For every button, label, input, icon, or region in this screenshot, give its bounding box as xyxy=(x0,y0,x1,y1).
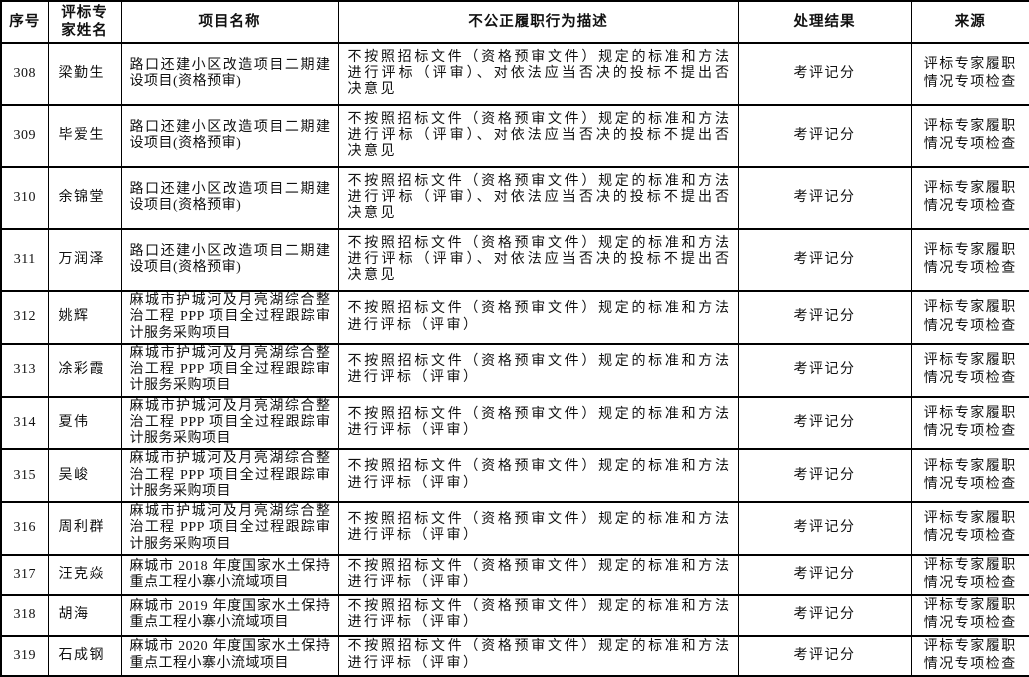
cell-source: 评标专家履职情况专项检查 xyxy=(910,104,1029,169)
cell-source: 评标专家履职情况专项检查 xyxy=(910,448,1029,504)
cell-project-name: 麻城市护城河及月亮湖综合整治工程 PPP 项目全过程跟踪审计服务采购项目 xyxy=(120,342,339,398)
cell-serial-number: 309 xyxy=(0,104,49,169)
cell-expert-name: 凃彩霞 xyxy=(47,342,122,398)
cell-source: 评标专家履职情况专项检查 xyxy=(910,395,1029,451)
header-behavior-description: 不公正履职行为描述 xyxy=(337,0,739,45)
table-row: 308 梁勤生 路口还建小区改造项目二期建设项目(资格预审) 不按照招标文件（资… xyxy=(0,42,1029,107)
cell-handling-result: 考评记分 xyxy=(737,501,912,556)
table-row: 316 周利群 麻城市护城河及月亮湖综合整治工程 PPP 项目全过程跟踪审计服务… xyxy=(0,501,1029,556)
table-row: 311 万润泽 路口还建小区改造项目二期建设项目(资格预审) 不按照招标文件（资… xyxy=(0,228,1029,293)
cell-handling-result: 考评记分 xyxy=(737,395,912,451)
cell-source: 评标专家履职情况专项检查 xyxy=(910,290,1029,345)
table-row: 314 夏伟 麻城市护城河及月亮湖综合整治工程 PPP 项目全过程跟踪审计服务采… xyxy=(0,395,1029,451)
cell-behavior-description: 不按照招标文件（资格预审文件）规定的标准和方法进行评标（评审） xyxy=(337,553,739,597)
cell-serial-number: 310 xyxy=(0,166,49,231)
cell-handling-result: 考评记分 xyxy=(737,42,912,107)
cell-project-name: 麻城市护城河及月亮湖综合整治工程 PPP 项目全过程跟踪审计服务采购项目 xyxy=(120,448,339,504)
cell-serial-number: 318 xyxy=(0,594,49,637)
cell-behavior-description: 不按照招标文件（资格预审文件）规定的标准和方法进行评标（评审）、对依法应当否决的… xyxy=(337,228,739,293)
cell-serial-number: 308 xyxy=(0,42,49,107)
cell-source: 评标专家履职情况专项检查 xyxy=(910,553,1029,597)
cell-behavior-description: 不按照招标文件（资格预审文件）规定的标准和方法进行评标（评审） xyxy=(337,395,739,451)
cell-expert-name: 胡海 xyxy=(47,594,122,637)
cell-source: 评标专家履职情况专项检查 xyxy=(910,166,1029,231)
cell-handling-result: 考评记分 xyxy=(737,342,912,398)
cell-handling-result: 考评记分 xyxy=(737,594,912,637)
cell-handling-result: 考评记分 xyxy=(737,290,912,345)
header-project-name: 项目名称 xyxy=(120,0,339,45)
cell-behavior-description: 不按照招标文件（资格预审文件）规定的标准和方法进行评标（评审） xyxy=(337,448,739,504)
cell-source: 评标专家履职情况专项检查 xyxy=(910,42,1029,107)
header-expert-name: 评标专家姓名 xyxy=(47,0,122,45)
cell-behavior-description: 不按照招标文件（资格预审文件）规定的标准和方法进行评标（评审） xyxy=(337,501,739,556)
table-row: 309 毕爱生 路口还建小区改造项目二期建设项目(资格预审) 不按照招标文件（资… xyxy=(0,104,1029,169)
table-row: 313 凃彩霞 麻城市护城河及月亮湖综合整治工程 PPP 项目全过程跟踪审计服务… xyxy=(0,342,1029,398)
cell-project-name: 路口还建小区改造项目二期建设项目(资格预审) xyxy=(120,42,339,107)
cell-behavior-description: 不按照招标文件（资格预审文件）规定的标准和方法进行评标（评审）、对依法应当否决的… xyxy=(337,166,739,231)
cell-serial-number: 315 xyxy=(0,448,49,504)
cell-handling-result: 考评记分 xyxy=(737,228,912,293)
cell-handling-result: 考评记分 xyxy=(737,448,912,504)
cell-behavior-description: 不按照招标文件（资格预审文件）规定的标准和方法进行评标（评审）、对依法应当否决的… xyxy=(337,104,739,169)
cell-expert-name: 汪克焱 xyxy=(47,553,122,597)
cell-expert-name: 吴峻 xyxy=(47,448,122,504)
cell-source: 评标专家履职情况专项检查 xyxy=(910,594,1029,637)
cell-serial-number: 314 xyxy=(0,395,49,451)
cell-project-name: 麻城市 2019 年度国家水土保持重点工程小寨小流域项目 xyxy=(120,594,339,637)
cell-behavior-description: 不按照招标文件（资格预审文件）规定的标准和方法进行评标（评审）、对依法应当否决的… xyxy=(337,42,739,107)
cell-project-name: 路口还建小区改造项目二期建设项目(资格预审) xyxy=(120,228,339,293)
cell-project-name: 路口还建小区改造项目二期建设项目(资格预审) xyxy=(120,104,339,169)
header-row: 序号 评标专家姓名 项目名称 不公正履职行为描述 处理结果 来源 xyxy=(0,0,1029,45)
header-source: 来源 xyxy=(910,0,1029,45)
cell-serial-number: 312 xyxy=(0,290,49,345)
cell-project-name: 路口还建小区改造项目二期建设项目(资格预审) xyxy=(120,166,339,231)
cell-project-name: 麻城市护城河及月亮湖综合整治工程 PPP 项目全过程跟踪审计服务采购项目 xyxy=(120,501,339,556)
cell-source: 评标专家履职情况专项检查 xyxy=(910,342,1029,398)
cell-serial-number: 313 xyxy=(0,342,49,398)
cell-expert-name: 余锦堂 xyxy=(47,166,122,231)
cell-serial-number: 316 xyxy=(0,501,49,556)
table-row: 310 余锦堂 路口还建小区改造项目二期建设项目(资格预审) 不按照招标文件（资… xyxy=(0,166,1029,231)
cell-behavior-description: 不按照招标文件（资格预审文件）规定的标准和方法进行评标（评审） xyxy=(337,290,739,345)
header-serial-number: 序号 xyxy=(0,0,49,45)
table-row: 318 胡海 麻城市 2019 年度国家水土保持重点工程小寨小流域项目 不按照招… xyxy=(0,594,1029,637)
header-handling-result: 处理结果 xyxy=(737,0,912,45)
cell-project-name: 麻城市护城河及月亮湖综合整治工程 PPP 项目全过程跟踪审计服务采购项目 xyxy=(120,395,339,451)
cell-expert-name: 姚辉 xyxy=(47,290,122,345)
cell-handling-result: 考评记分 xyxy=(737,166,912,231)
cell-project-name: 麻城市 2018 年度国家水土保持重点工程小寨小流域项目 xyxy=(120,553,339,597)
cell-expert-name: 周利群 xyxy=(47,501,122,556)
cell-behavior-description: 不按照招标文件（资格预审文件）规定的标准和方法进行评标（评审） xyxy=(337,342,739,398)
cell-handling-result: 考评记分 xyxy=(737,553,912,597)
cell-expert-name: 夏伟 xyxy=(47,395,122,451)
cell-project-name: 麻城市护城河及月亮湖综合整治工程 PPP 项目全过程跟踪审计服务采购项目 xyxy=(120,290,339,345)
cell-expert-name: 梁勤生 xyxy=(47,42,122,107)
cell-source: 评标专家履职情况专项检查 xyxy=(910,501,1029,556)
cell-source: 评标专家履职情况专项检查 xyxy=(910,228,1029,293)
cell-serial-number: 317 xyxy=(0,553,49,597)
cell-handling-result: 考评记分 xyxy=(737,104,912,169)
cell-behavior-description: 不按照招标文件（资格预审文件）规定的标准和方法进行评标（评审） xyxy=(337,594,739,637)
cell-expert-name: 万润泽 xyxy=(47,228,122,293)
table-row: 315 吴峻 麻城市护城河及月亮湖综合整治工程 PPP 项目全过程跟踪审计服务采… xyxy=(0,448,1029,504)
cell-serial-number: 311 xyxy=(0,228,49,293)
table-body: 308 梁勤生 路口还建小区改造项目二期建设项目(资格预审) 不按照招标文件（资… xyxy=(0,42,1029,677)
cell-expert-name: 毕爱生 xyxy=(47,104,122,169)
table-row: 312 姚辉 麻城市护城河及月亮湖综合整治工程 PPP 项目全过程跟踪审计服务采… xyxy=(0,290,1029,345)
table-row: 317 汪克焱 麻城市 2018 年度国家水土保持重点工程小寨小流域项目 不按照… xyxy=(0,553,1029,597)
